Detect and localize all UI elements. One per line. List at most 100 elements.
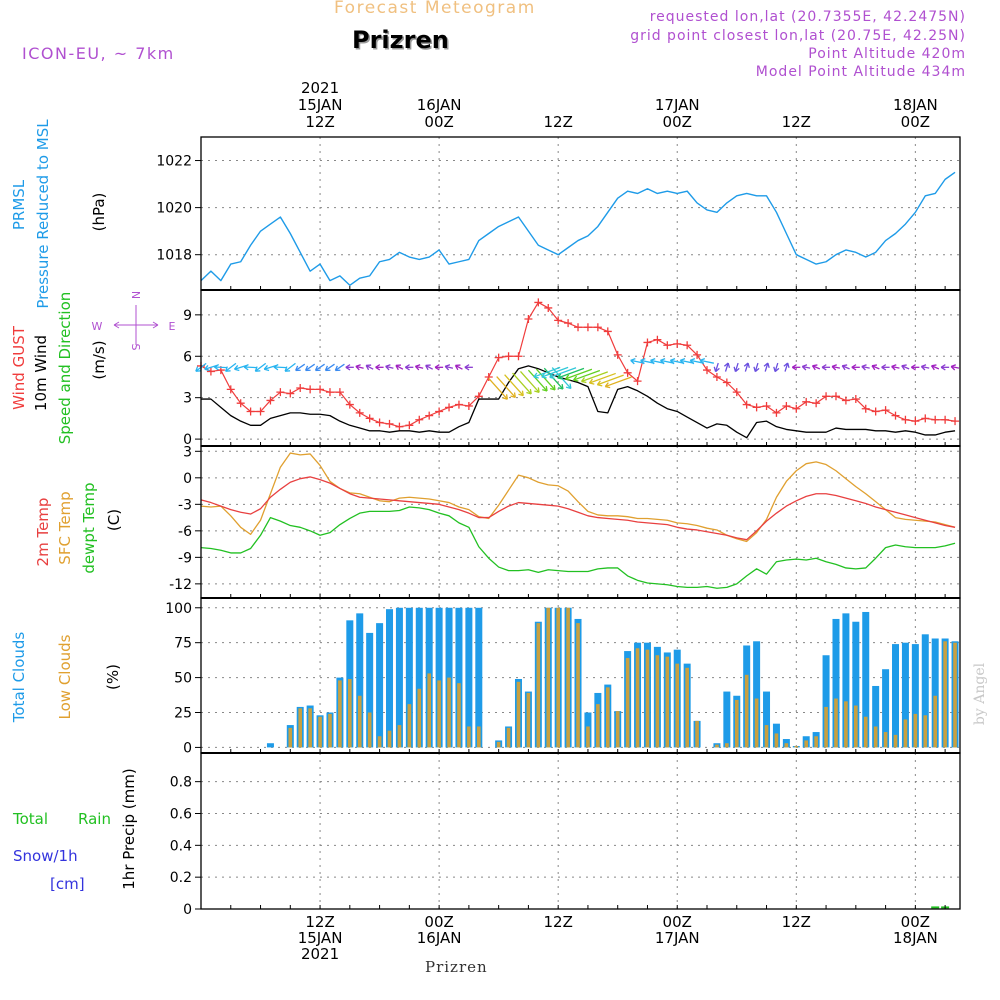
- gust-point: [941, 415, 950, 424]
- wind-arrow-shaft: [365, 364, 374, 370]
- gust-point: [732, 388, 741, 397]
- pressure-unit-label: (hPa): [90, 193, 108, 232]
- gust-point: [802, 397, 811, 406]
- y-tick-label: 1022: [156, 154, 192, 170]
- low-clouds-bar: [615, 711, 620, 748]
- gust-point: [673, 339, 682, 348]
- low-clouds-bar: [863, 716, 868, 748]
- low-clouds-bar: [377, 736, 382, 748]
- wind-arrow-head: [434, 364, 440, 371]
- wind-arrow-head: [405, 364, 410, 371]
- low-clouds-bar: [814, 736, 818, 748]
- gust-point: [752, 403, 761, 412]
- bottom-time-label: 12Z: [305, 913, 334, 931]
- low-clouds-bar: [348, 678, 352, 748]
- wind-arrow-shaft: [551, 367, 572, 389]
- precip-snow-label: Snow/1h: [13, 847, 78, 865]
- top-time-label: 00Z: [424, 113, 453, 131]
- wind-arrow-head: [588, 378, 595, 385]
- low-clouds-bar: [407, 704, 412, 748]
- gust-point: [613, 350, 622, 359]
- gust-point: [921, 414, 930, 423]
- gust-point: [286, 389, 295, 398]
- wind-direction-arrow: [213, 363, 228, 371]
- low-clouds-bar: [715, 744, 719, 748]
- low-clouds-bar: [824, 706, 828, 748]
- gust-point: [454, 400, 463, 409]
- grid-layer: [201, 137, 960, 910]
- wind-direction-arrow: [405, 364, 414, 371]
- gust-point: [206, 367, 215, 376]
- wind-arrow-head: [565, 374, 571, 381]
- wind-arrow-shaft: [305, 363, 316, 371]
- wind-arrow-shaft: [455, 364, 463, 370]
- requested-coords: requested lon,lat (20.7355E, 42.2475N): [649, 9, 966, 25]
- wind-direction-arrow: [395, 364, 404, 371]
- y-tick-label: 0: [183, 902, 192, 918]
- bottom-time-label: 17JAN: [655, 929, 700, 947]
- wind-direction-arrow: [733, 362, 740, 373]
- gust-point: [812, 399, 821, 408]
- wind-arrow-shaft: [754, 362, 759, 372]
- bottom-time-label: 12Z: [782, 913, 811, 931]
- wind-direction-arrow: [940, 364, 950, 371]
- total-clouds-bar: [723, 691, 731, 748]
- gust-point: [484, 372, 493, 381]
- y-tick-label: 3: [183, 391, 192, 407]
- data-layer: [196, 172, 960, 909]
- total-clouds-bar: [892, 644, 900, 748]
- wind-arrow-shaft: [445, 365, 454, 369]
- pressure-label-prmsl: PRMSL: [10, 179, 28, 230]
- wind-direction-arrow: [565, 368, 593, 381]
- y-tick-label: -9: [178, 550, 192, 566]
- wind-direction-arrow: [295, 363, 306, 372]
- low-clouds-bar: [933, 695, 937, 748]
- low-clouds-bar: [725, 743, 729, 748]
- wind-unit-label: (m/s): [90, 340, 108, 379]
- precip-total-label: Total: [12, 810, 48, 828]
- wind-arrow-head: [733, 366, 740, 373]
- top-time-label: 15JAN: [298, 96, 343, 114]
- y-tick-label: 100: [165, 601, 192, 617]
- wind-arrow-head: [753, 366, 760, 373]
- low-clouds-bar: [804, 740, 809, 748]
- wind-arrow-head: [273, 363, 279, 371]
- wind-arrow-head: [345, 364, 351, 371]
- low-clouds-bar: [318, 716, 322, 748]
- compass-rose: [113, 305, 159, 345]
- wind-arrow-head: [783, 362, 790, 369]
- wind-direction-arrow: [512, 372, 532, 395]
- gust-point: [663, 341, 672, 350]
- gust-point: [643, 338, 652, 347]
- wind-arrow-head: [596, 380, 603, 387]
- wind-arrow-shaft: [931, 365, 940, 370]
- gust-point: [355, 408, 364, 417]
- wind-arrow-head: [518, 390, 524, 397]
- total-clouds-bar: [832, 618, 840, 748]
- wind-arrow-shaft: [214, 366, 228, 369]
- wind-arrow-shaft: [425, 364, 434, 370]
- low-clouds-bar: [328, 713, 332, 748]
- grid-point-coords: grid point closest lon,lat (20.75E, 42.2…: [630, 28, 966, 44]
- low-clouds-bar: [695, 720, 699, 748]
- wind-direction-arrow: [901, 364, 910, 371]
- wind-arrow-head: [565, 383, 572, 390]
- wind-arrow-shaft: [541, 366, 569, 378]
- wind-arrow-head: [679, 358, 686, 365]
- total-clouds-bar: [822, 655, 830, 748]
- temp-2m-label: 2m Temp: [34, 498, 52, 567]
- rain-bar: [931, 906, 940, 909]
- gust-point: [296, 384, 305, 393]
- total-clouds-bar: [911, 644, 919, 748]
- wind-direction-arrow: [551, 367, 572, 390]
- wind-arrow-head: [901, 364, 907, 371]
- gust-point: [871, 407, 880, 416]
- gust-point: [683, 341, 692, 350]
- wind-arrow-shaft: [700, 359, 714, 364]
- wind-direction-arrow: [588, 372, 616, 385]
- wind-arrow-shaft: [557, 367, 585, 379]
- gust-point: [435, 407, 444, 416]
- wind-arrow-head: [699, 358, 706, 365]
- low-clouds-bar: [566, 607, 570, 748]
